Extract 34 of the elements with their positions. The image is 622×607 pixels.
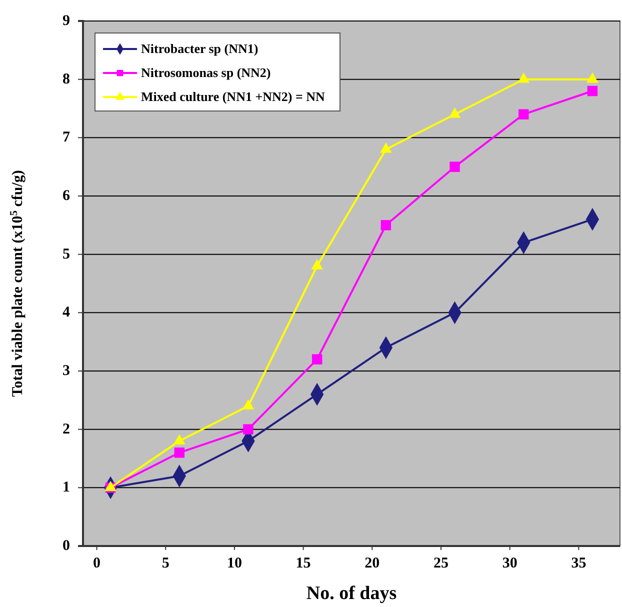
x-tick-label: 15	[296, 556, 311, 572]
point	[448, 108, 461, 118]
point	[518, 109, 529, 120]
point	[586, 72, 598, 83]
y-tick-label: 5	[62, 246, 70, 262]
x-tick-label: 30	[502, 556, 518, 572]
point	[380, 142, 392, 153]
y-tick-label: 0	[62, 538, 70, 554]
point	[243, 424, 254, 434]
point	[518, 72, 530, 83]
x-tick-label: 5	[162, 556, 170, 572]
y-tick-label: 4	[62, 304, 70, 321]
x-tick-label: 35	[571, 556, 586, 572]
legend-label: Nitrobacter sp (NN1)	[141, 41, 258, 56]
x-tick-label: 10	[226, 556, 242, 572]
point	[312, 354, 322, 364]
point	[174, 448, 185, 458]
legend-label: Nitrosomonas sp (NN2)	[141, 65, 271, 80]
point	[450, 162, 460, 172]
legend-label: Mixed culture (NN1 +NN2) = NN	[141, 89, 326, 104]
x-axis-title: No. of days	[306, 583, 397, 604]
y-tick-label: 9	[62, 13, 70, 29]
y-tick-label: 7	[62, 130, 70, 146]
x-tick-label: 20	[364, 556, 380, 572]
x-tick-label: 0	[93, 556, 101, 572]
point	[311, 259, 323, 270]
y-tick-label: 1	[62, 480, 70, 496]
y-tick-label: 8	[62, 71, 70, 88]
y-tick-label: 6	[62, 188, 70, 204]
point	[380, 220, 392, 230]
y-tick-label: 3	[62, 363, 70, 379]
y-tick-label: 2	[62, 421, 70, 438]
point	[587, 86, 598, 96]
x-tick-label: 25	[434, 556, 448, 572]
